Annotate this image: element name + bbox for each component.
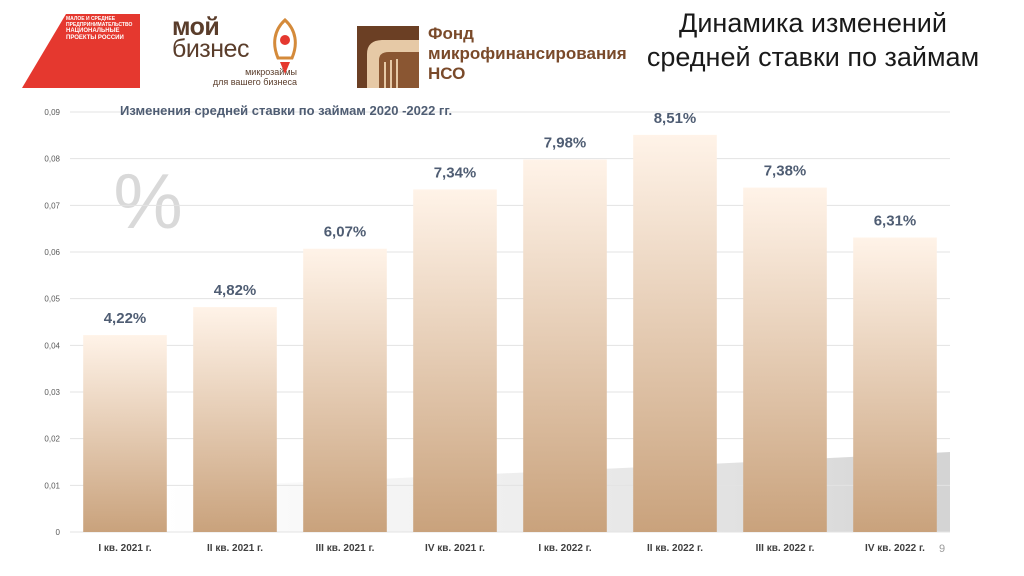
national-projects-logo-icon [22, 14, 140, 88]
mb-title-2: бизнес [172, 35, 249, 63]
y-tick-label: 0,06 [44, 248, 60, 257]
bars [83, 134, 937, 533]
x-tick-label: IV кв. 2022 г. [865, 543, 925, 554]
data-label: 6,07% [324, 224, 367, 241]
bar [193, 307, 277, 532]
y-axis: 0 0,01 0,02 0,03 0,04 0,05 0,06 0,07 0,08 0,09 [44, 108, 60, 537]
data-label: 4,82% [214, 282, 257, 299]
y-tick-label: 0,09 [44, 108, 60, 117]
bar [633, 134, 717, 532]
x-tick-label: II кв. 2022 г. [647, 543, 703, 554]
bar [743, 187, 827, 532]
mb-title-1: мой [172, 13, 220, 41]
x-tick-label: I кв. 2021 г. [98, 543, 151, 554]
data-label: 8,51% [654, 110, 697, 127]
mb-sub-1: микрозаймы [245, 67, 297, 77]
page-title: Динамика изменений средней ставки по зай… [646, 8, 980, 72]
y-tick-label: 0,01 [44, 481, 60, 490]
bar [413, 189, 497, 532]
fund-line-1: Фонд [428, 24, 474, 43]
fund-logo-icon [357, 26, 419, 88]
np-big-text: НАЦИОНАЛЬНЫЕ ПРОЕКТЫ РОССИИ [66, 28, 124, 41]
rocket-icon [273, 18, 297, 74]
data-label: 7,34% [434, 164, 477, 181]
data-label: 7,38% [764, 163, 807, 180]
data-label: 4,22% [104, 310, 147, 327]
chart-title: Изменения средней ставки по займам 2020 … [120, 103, 453, 118]
y-tick-label: 0,05 [44, 295, 60, 304]
bar [303, 248, 387, 532]
data-labels: 4,22% 4,82% 6,07% 7,34% 7,98% 8,51% 7,38% 6,31% [104, 110, 917, 327]
fund-line-3: НСО [428, 64, 466, 83]
bar [523, 159, 607, 532]
x-tick-label: III кв. 2021 г. [316, 543, 375, 554]
page-number: 9 [939, 543, 946, 555]
mb-subtitle: микрозаймы для вашего бизнеса [202, 67, 297, 87]
x-tick-label: I кв. 2022 г. [538, 543, 591, 554]
y-tick-label: 0,02 [44, 435, 60, 444]
bar [853, 237, 937, 533]
y-tick-label: 0,04 [44, 341, 60, 350]
x-axis: I кв. 2021 г. II кв. 2021 г. III кв. 2021 … [98, 543, 925, 554]
y-tick-label: 0,03 [44, 388, 60, 397]
x-tick-label: II кв. 2021 г. [207, 543, 263, 554]
percent-decor-icon: % [113, 157, 182, 245]
np-line-1: МАЛОЕ И СРЕДНЕЕ [66, 16, 116, 22]
x-tick-label: III кв. 2022 г. [756, 543, 815, 554]
national-projects-text: МАЛОЕ И СРЕДНЕЕ ПРЕДПРИНИМАТЕЛЬСТВО НАЦИ… [66, 16, 136, 42]
y-tick-label: 0 [56, 528, 61, 537]
mb-sub-2: для вашего бизнеса [212, 77, 297, 87]
bar [83, 335, 167, 532]
y-tick-label: 0,08 [44, 155, 60, 164]
np-line-2: ПРЕДПРИНИМАТЕЛЬСТВО [66, 22, 133, 28]
x-tick-label: IV кв. 2021 г. [425, 543, 485, 554]
y-tick-label: 0,07 [44, 201, 60, 210]
fund-line-2: микрофинансирования [428, 44, 627, 63]
data-label: 6,31% [874, 213, 917, 230]
header-logos: МАЛОЕ И СРЕДНЕЕ ПРЕДПРИНИМАТЕЛЬСТВО НАЦИ… [0, 0, 640, 100]
fund-name: Фонд микрофинансирования НСО [428, 24, 627, 84]
data-label: 7,98% [544, 135, 587, 152]
my-business-logo: мой бизнес микрозаймы для вашего бизнеса [172, 13, 297, 88]
